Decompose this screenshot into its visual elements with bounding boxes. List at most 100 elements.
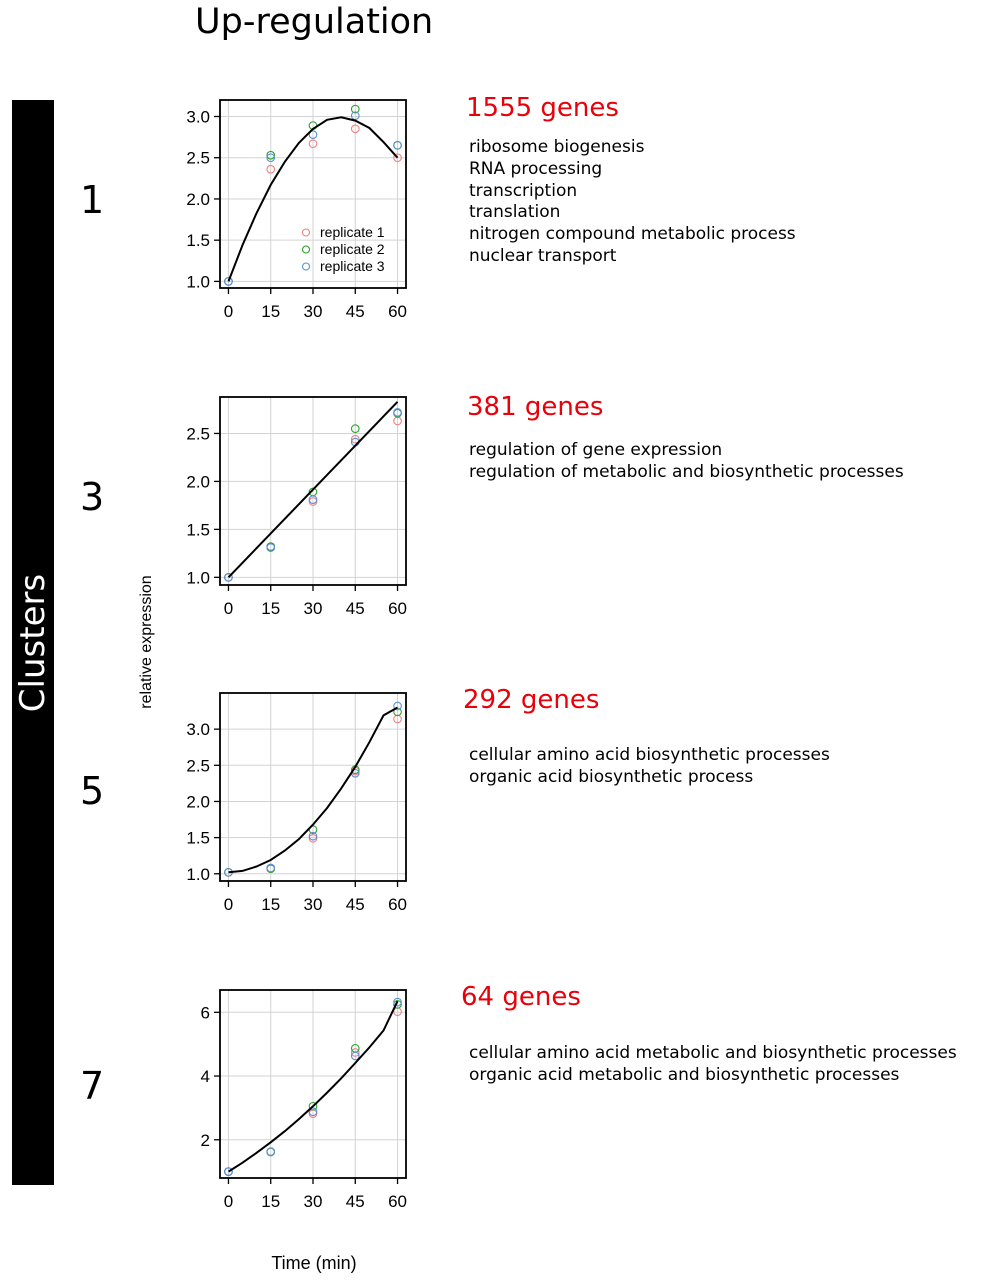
y-tick-label: 2 — [201, 1131, 210, 1150]
cluster-number: 5 — [80, 769, 105, 813]
y-tick-label: 2.0 — [186, 190, 210, 209]
y-tick-label: 1.0 — [186, 865, 210, 884]
cluster-plot-5: 1.0 1.5 2.0 2.5 3.0 0 15 30 45 60 — [186, 692, 407, 914]
x-tick-label: 15 — [261, 599, 280, 618]
go-term: nuclear transport — [469, 245, 617, 266]
y-tick-label: 6 — [201, 1003, 210, 1022]
gene-count: 64 genes — [461, 982, 581, 1012]
x-tick-label: 15 — [261, 1192, 280, 1211]
data-point — [350, 424, 360, 434]
y-tick-label: 3.0 — [186, 107, 210, 126]
fit-curve — [227, 401, 399, 578]
fit-curve — [227, 1000, 399, 1173]
y-tick-label: 1.0 — [186, 272, 210, 291]
data-point — [266, 1147, 276, 1156]
go-term: cellular amino acid metabolic and biosyn… — [469, 1043, 957, 1063]
y-tick-label: 1.5 — [186, 231, 210, 250]
fit-curve — [227, 116, 399, 282]
x-tick-label: 45 — [346, 895, 365, 914]
x-tick-label: 15 — [261, 302, 280, 321]
x-tick-label: 45 — [346, 599, 365, 618]
data-point — [393, 141, 402, 150]
y-tick-label: 2.0 — [186, 472, 210, 491]
data-point — [308, 495, 318, 504]
gene-count: 1555 genes — [466, 93, 619, 123]
go-term: organic acid metabolic and biosynthetic … — [469, 1064, 900, 1085]
y-tick-label: 1.5 — [186, 520, 210, 539]
legend-label: replicate 1 — [320, 224, 385, 240]
cluster-number: 7 — [80, 1064, 105, 1108]
go-term: RNA processing — [469, 158, 603, 179]
data-point — [308, 130, 318, 139]
x-tick-label: 0 — [224, 599, 233, 618]
figure-title: Up-regulation — [195, 2, 434, 42]
x-tick-label: 30 — [304, 302, 323, 321]
x-tick-label: 15 — [261, 895, 280, 914]
data-point — [266, 164, 276, 174]
x-tick-label: 0 — [224, 895, 233, 914]
go-term: cellular amino acid biosynthetic process… — [469, 745, 830, 765]
y-tick-label: 4 — [201, 1067, 210, 1086]
cluster-panel-5: 5 1.0 1.5 2.0 2.5 3.0 0 15 30 45 60 292 genes cel… — [0, 683, 983, 983]
y-tick-label: 1.0 — [186, 568, 210, 587]
data-point — [266, 543, 276, 552]
data-point — [393, 999, 402, 1009]
data-point — [308, 833, 318, 843]
x-axis-label: Time (min) — [271, 1253, 357, 1273]
cluster-panel-7: 7 2 4 6 0 15 30 45 60 64 genes cellular amino a… — [0, 980, 983, 1280]
x-tick-label: 60 — [388, 599, 407, 618]
y-tick-label: 2.5 — [186, 424, 210, 443]
x-tick-label: 30 — [304, 895, 323, 914]
x-tick-label: 60 — [388, 1192, 407, 1211]
data-point — [224, 1167, 233, 1176]
legend-marker — [301, 228, 311, 237]
data-point — [393, 701, 402, 711]
data-point — [350, 1051, 360, 1061]
go-term: organic acid biosynthetic process — [469, 766, 754, 787]
data-point — [224, 277, 233, 286]
data-point — [393, 997, 402, 1007]
data-point — [266, 153, 276, 163]
x-tick-label: 0 — [224, 1192, 233, 1211]
go-term: transcription — [469, 180, 578, 201]
cluster-number: 1 — [80, 178, 105, 222]
y-tick-label: 2.0 — [186, 792, 210, 811]
clusters-side-bar: Clusters — [12, 100, 54, 1185]
x-tick-label: 60 — [388, 895, 407, 914]
data-point — [350, 124, 360, 134]
go-term-list: ribosome biogenesis RNA processing trans… — [469, 137, 796, 268]
data-point — [350, 111, 360, 121]
go-term: translation — [469, 202, 561, 223]
x-tick-label: 30 — [304, 599, 323, 618]
data-point — [393, 153, 402, 163]
data-point — [308, 831, 318, 841]
gene-count: 381 genes — [467, 392, 604, 422]
y-tick-label: 3.0 — [186, 720, 210, 739]
go-term-list: cellular amino acid metabolic and biosyn… — [469, 1043, 957, 1087]
data-point — [350, 104, 360, 114]
y-tick-label: 2.5 — [186, 756, 210, 775]
data-point — [350, 434, 360, 444]
data-point — [393, 407, 402, 417]
y-tick-label: 1.5 — [186, 829, 210, 848]
cluster-plot-3: 1.0 1.5 2.0 2.5 0 15 30 45 60 — [186, 396, 407, 618]
go-term: ribosome biogenesis — [469, 137, 645, 157]
go-term: nitrogen compound metabolic process — [469, 224, 796, 245]
x-tick-label: 30 — [304, 1192, 323, 1211]
legend-marker — [301, 245, 311, 254]
go-term-list: cellular amino acid biosynthetic process… — [469, 745, 830, 789]
data-point — [224, 572, 233, 582]
gene-count: 292 genes — [463, 685, 600, 715]
cluster-panel-1: 1 1.0 1.5 2.0 2.5 3.0 0 15 30 45 60 replicate 1 rep… — [0, 90, 983, 390]
cluster-number: 3 — [80, 475, 105, 519]
go-term: regulation of gene expression — [469, 440, 723, 460]
data-point — [266, 863, 276, 873]
x-tick-label: 0 — [224, 302, 233, 321]
x-tick-label: 60 — [388, 302, 407, 321]
data-point — [350, 1048, 360, 1057]
data-point — [308, 1107, 318, 1117]
cluster-panel-3: 3 1.0 1.5 2.0 2.5 0 15 30 45 60 381 genes regula… — [0, 387, 983, 687]
data-point — [266, 150, 276, 160]
